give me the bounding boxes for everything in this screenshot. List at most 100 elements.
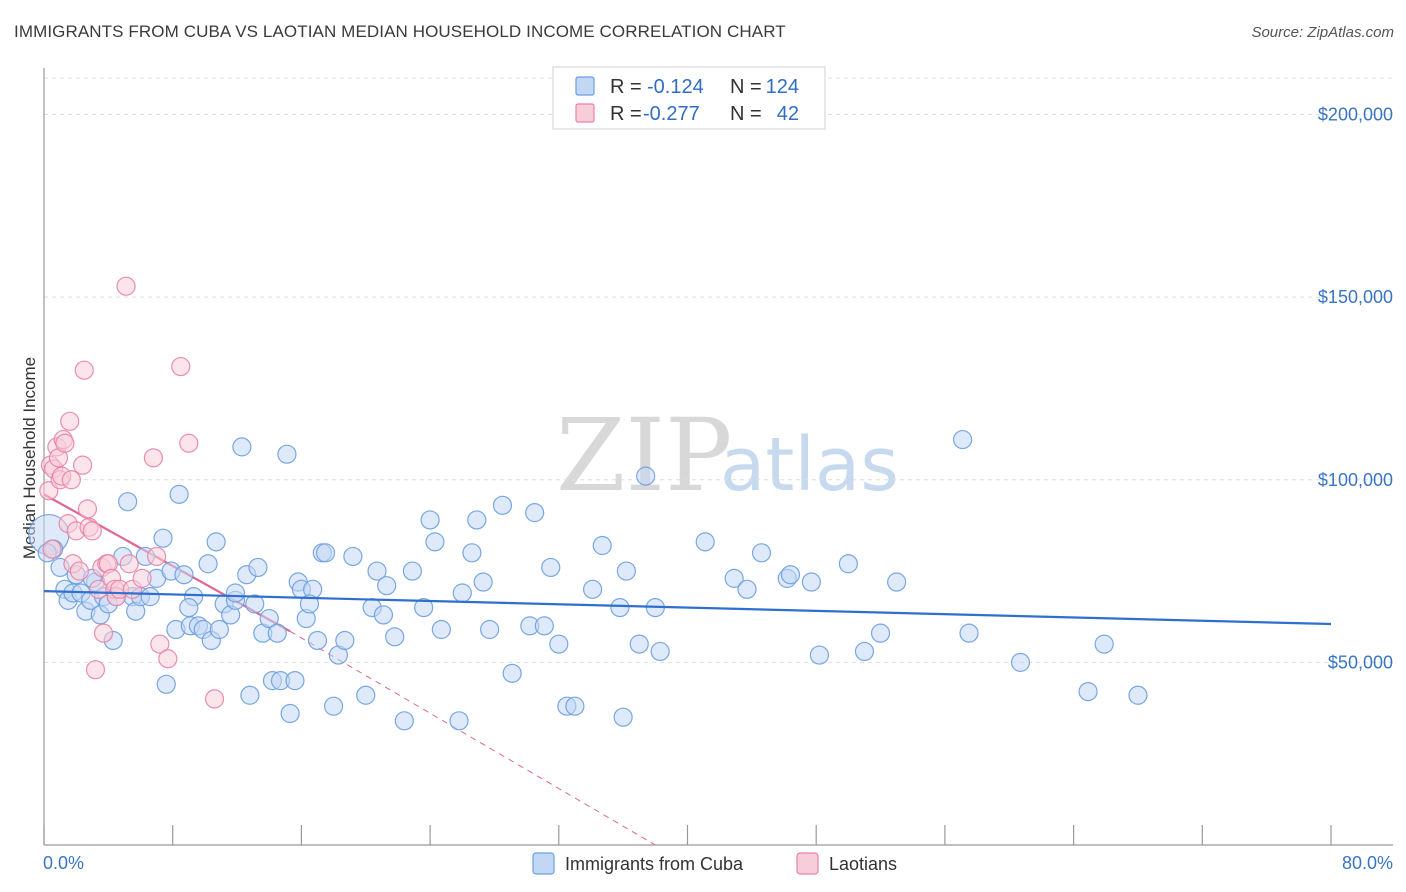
bottom-legend-label-laotians: Laotians bbox=[829, 854, 897, 874]
cuba-point bbox=[636, 466, 656, 486]
cuba-point bbox=[385, 627, 405, 647]
cuba-point bbox=[280, 703, 300, 724]
cuba-point bbox=[492, 495, 513, 515]
cuba-point bbox=[140, 587, 160, 607]
y-tick-label: $50,000 bbox=[1328, 652, 1393, 672]
y-tick-label: $200,000 bbox=[1318, 105, 1393, 125]
laotians-point bbox=[42, 539, 62, 559]
cuba-point bbox=[232, 437, 252, 457]
laotians-point bbox=[55, 433, 75, 453]
cuba-point bbox=[267, 623, 287, 643]
legend-n-value-cuba: 124 bbox=[766, 76, 799, 98]
source-label: Source: ZipAtlas.com bbox=[1251, 24, 1394, 41]
cuba-point bbox=[153, 528, 173, 548]
stats-legend-box bbox=[552, 66, 826, 130]
cuba-point bbox=[179, 597, 199, 618]
y-axis-label: Median Household Income bbox=[20, 357, 39, 559]
cuba-point bbox=[592, 535, 612, 556]
cuba-point bbox=[367, 561, 387, 581]
cuba-point bbox=[307, 630, 328, 651]
cuba-point bbox=[315, 543, 336, 563]
legend-r-value-laotians: -0.277 bbox=[643, 103, 700, 125]
cuba-point bbox=[1078, 681, 1098, 702]
cuba-point bbox=[1094, 634, 1114, 654]
cuba-point bbox=[959, 623, 979, 643]
laotians-trend-extension bbox=[289, 630, 656, 846]
cuba-point bbox=[534, 616, 554, 636]
cuba-point bbox=[1010, 652, 1031, 672]
cuba-point bbox=[467, 510, 487, 530]
laotians-point bbox=[179, 433, 199, 453]
cuba-point bbox=[952, 429, 973, 450]
cuba-point bbox=[502, 663, 522, 683]
cuba-point bbox=[695, 532, 715, 552]
series-legend: Immigrants from Cuba Laotians bbox=[532, 852, 897, 875]
cuba-point bbox=[248, 557, 268, 578]
laotians-point bbox=[119, 554, 139, 574]
cuba-point bbox=[377, 576, 397, 596]
cuba-point bbox=[425, 532, 445, 552]
laotians-point bbox=[150, 634, 170, 654]
cuba-point bbox=[118, 492, 138, 512]
laotians-trend bbox=[43, 493, 656, 846]
laotians-points bbox=[39, 276, 225, 709]
laotians-point bbox=[204, 689, 225, 709]
laotians-point bbox=[61, 470, 81, 490]
cuba-point bbox=[245, 594, 265, 614]
laotians-point bbox=[60, 411, 80, 431]
cuba-point bbox=[198, 554, 218, 574]
laotians-point bbox=[116, 276, 136, 296]
legend-r-value-cuba: -0.124 bbox=[647, 76, 704, 98]
legend-n-label-cuba: N = bbox=[730, 76, 762, 98]
x-tick-label-max: 80.0% bbox=[1342, 853, 1393, 873]
bottom-legend-swatch-cuba bbox=[532, 852, 555, 875]
y-tick-label: $150,000 bbox=[1318, 287, 1393, 307]
x-tick-label-min: 0.0% bbox=[43, 853, 84, 873]
cuba-point bbox=[420, 510, 440, 530]
bottom-legend-swatch-laotians bbox=[796, 852, 819, 875]
cuba-points bbox=[28, 429, 1148, 731]
cuba-point bbox=[209, 619, 229, 640]
laotians-point bbox=[93, 623, 114, 643]
cuba-trend bbox=[43, 590, 1332, 626]
cuba-point bbox=[801, 572, 821, 592]
cuba-point bbox=[356, 685, 376, 705]
cuba-point bbox=[343, 546, 363, 567]
cuba-point bbox=[206, 532, 226, 552]
laotians-point bbox=[171, 356, 191, 377]
laotians-point bbox=[77, 499, 98, 519]
legend-n-label-laotians: N = bbox=[730, 103, 762, 125]
cuba-point bbox=[650, 641, 670, 662]
cuba-point bbox=[1128, 685, 1148, 705]
cuba-point bbox=[616, 561, 636, 581]
laotians-point bbox=[73, 455, 93, 475]
cuba-point bbox=[373, 605, 394, 625]
watermark-zip: ZIP bbox=[556, 397, 732, 514]
cuba-point bbox=[156, 674, 176, 694]
legend-swatch-cuba bbox=[575, 76, 595, 96]
cuba-point bbox=[169, 484, 189, 504]
legend-r-label-cuba: R = bbox=[610, 76, 642, 98]
laotians-point bbox=[74, 360, 94, 380]
bottom-legend-label-cuba: Immigrants from Cuba bbox=[565, 854, 744, 874]
laotians-point bbox=[69, 561, 89, 581]
x-tick-marks bbox=[43, 825, 1332, 845]
laotians-point bbox=[158, 649, 178, 669]
cuba-point bbox=[259, 608, 279, 629]
cuba-point bbox=[737, 579, 757, 599]
legend-r-label-laotians: R = bbox=[610, 103, 642, 125]
laotians-point bbox=[147, 546, 167, 567]
cuba-point bbox=[285, 671, 305, 691]
cuba-point bbox=[449, 711, 469, 731]
cuba-point bbox=[225, 583, 246, 603]
cuba-point bbox=[610, 597, 630, 618]
chart-title: IMMIGRANTS FROM CUBA VS LAOTIAN MEDIAN H… bbox=[14, 22, 786, 41]
cuba-point bbox=[809, 645, 830, 665]
laotians-point bbox=[82, 521, 102, 541]
cuba-point bbox=[525, 503, 545, 523]
cuba-point bbox=[240, 685, 260, 705]
stats-legend: R = -0.124 N = 124 R = -0.277 N = 42 bbox=[552, 66, 826, 130]
laotians-point bbox=[85, 660, 106, 680]
cuba-point bbox=[473, 572, 493, 592]
cuba-point bbox=[431, 619, 451, 640]
